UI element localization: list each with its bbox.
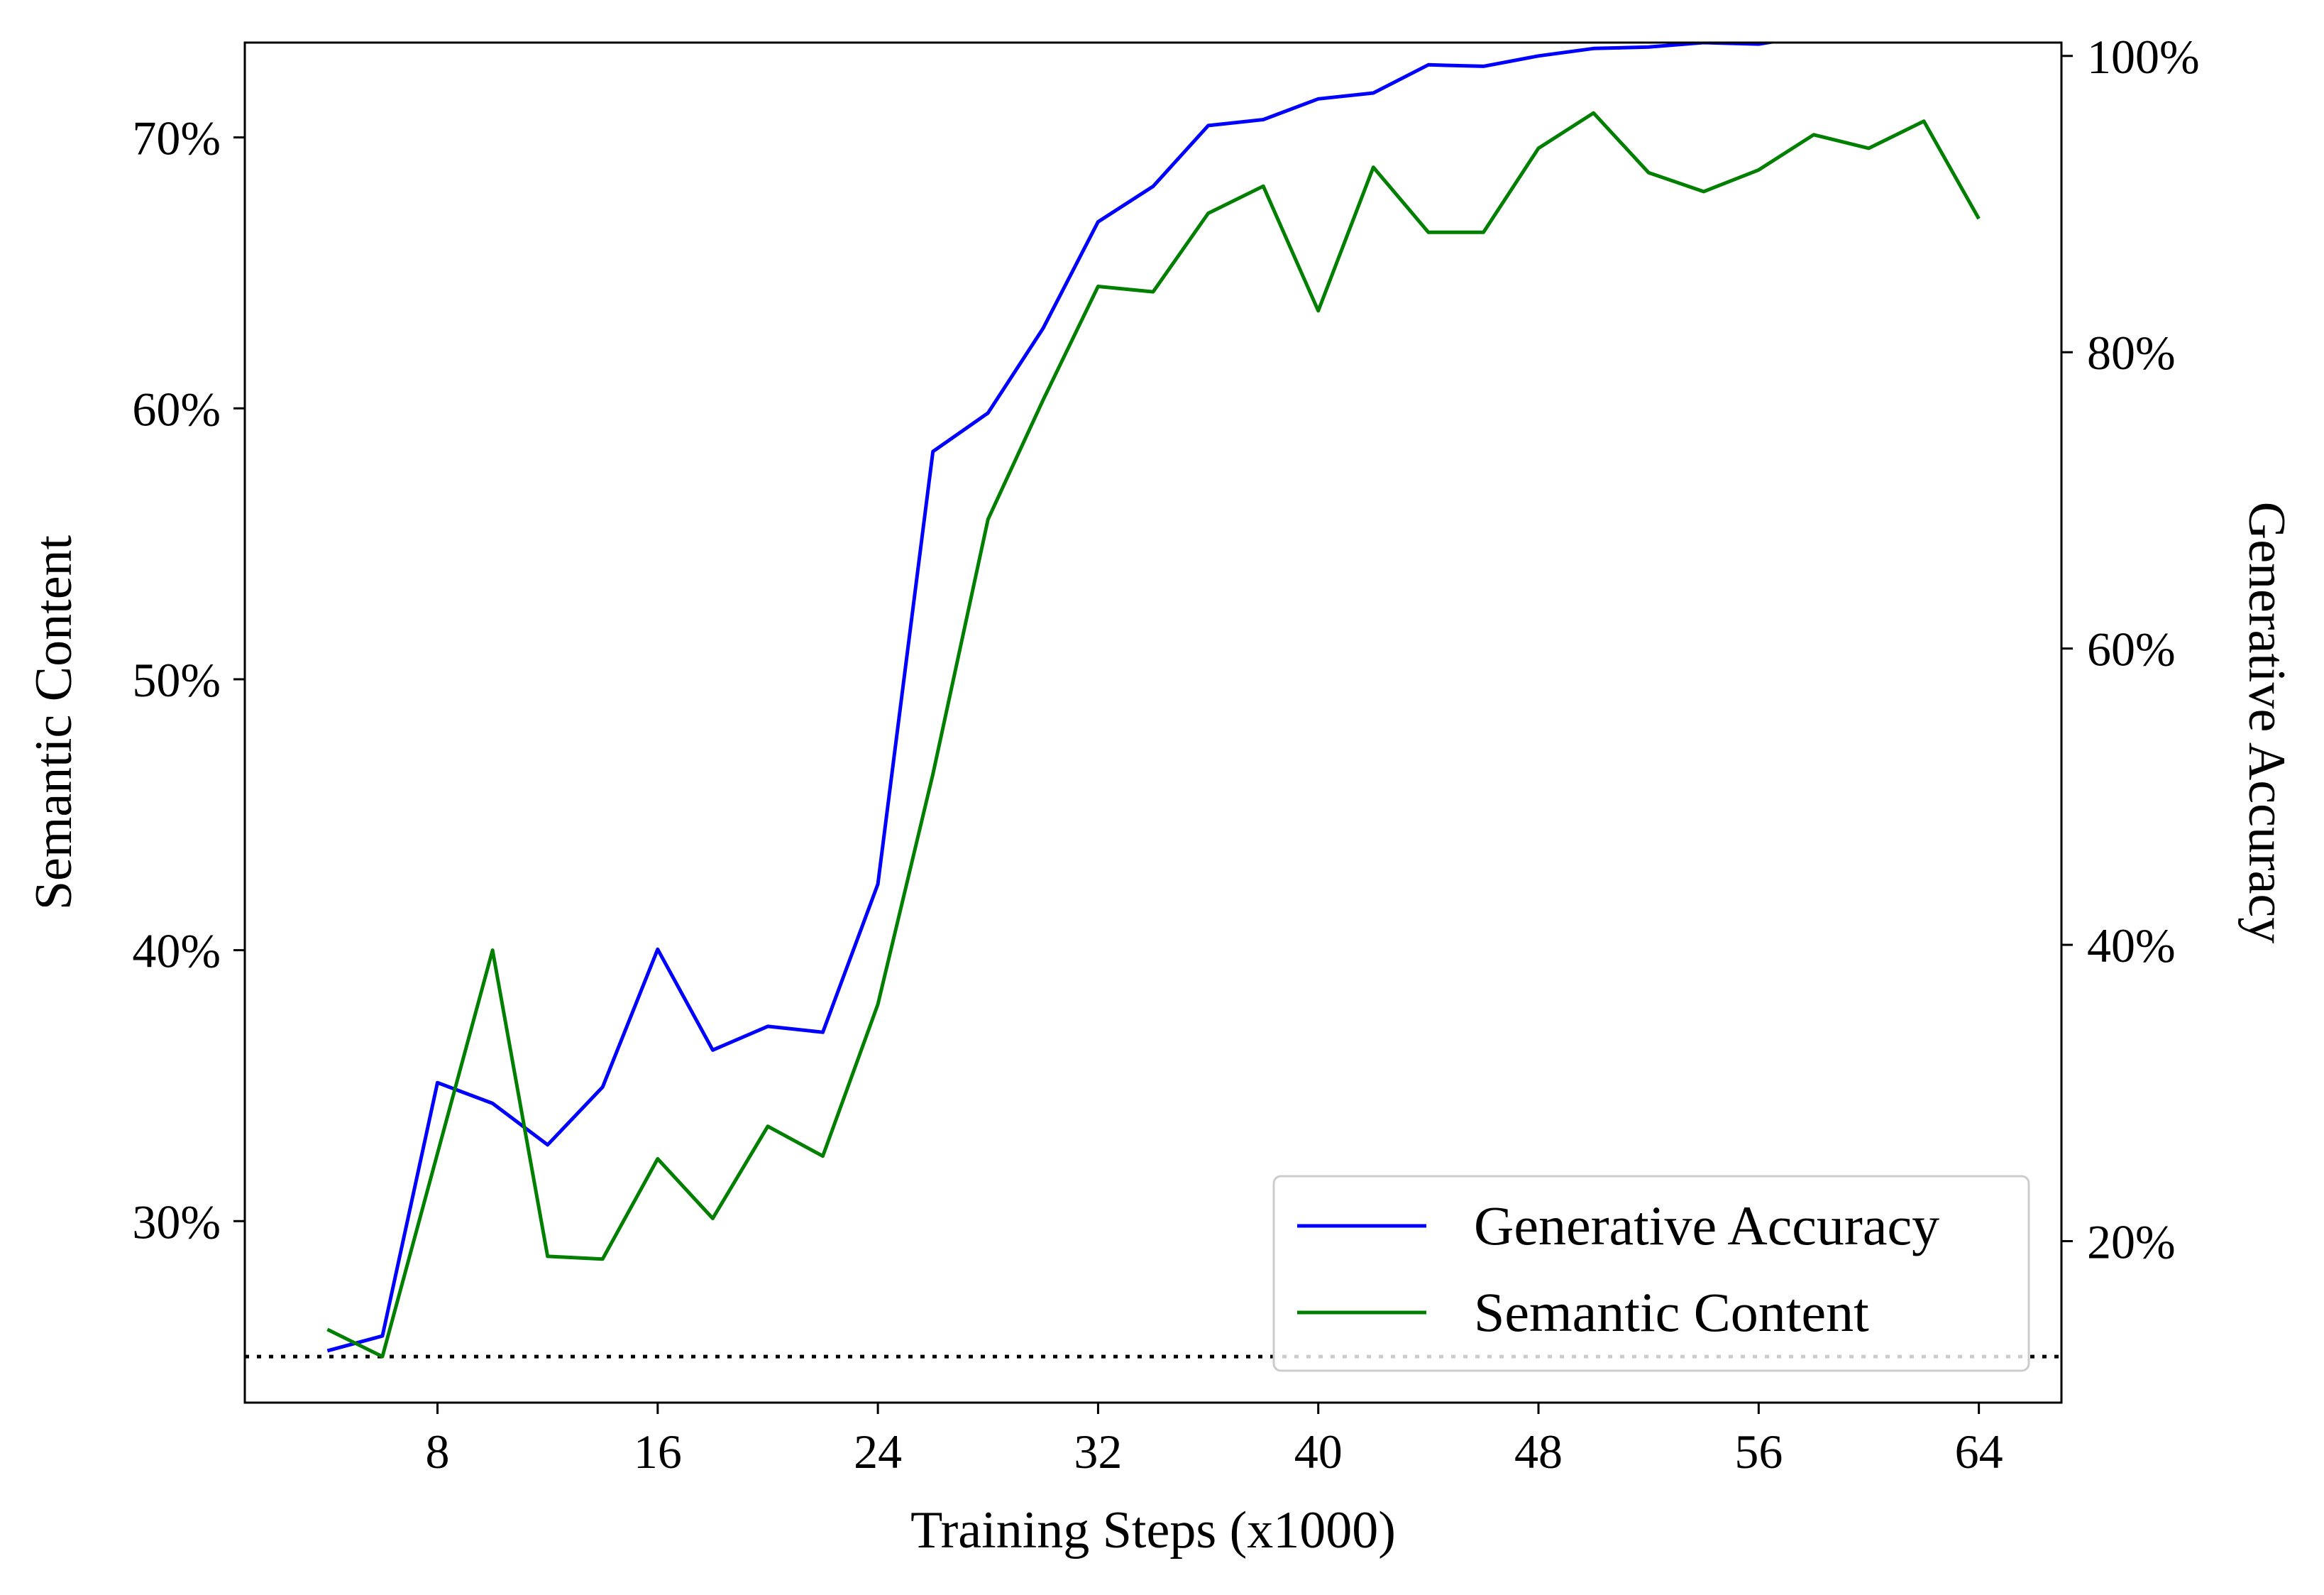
left-y-tick-label: 30% — [132, 1195, 221, 1249]
x-tick-label: 40 — [1294, 1425, 1343, 1479]
left-y-axis-title: Semantic Content — [25, 535, 83, 910]
right-y-tick-label: 60% — [2087, 623, 2176, 676]
legend: Generative Accuracy Semantic Content — [1272, 1175, 2030, 1372]
x-tick-label: 8 — [426, 1425, 450, 1479]
right-y-tick-label: 80% — [2087, 326, 2176, 380]
right-y-axis-title: Generative Accuracy — [2237, 502, 2296, 943]
right-y-tick-label: 20% — [2087, 1215, 2176, 1269]
series-layer — [326, 43, 1981, 1359]
x-tick-label: 56 — [1734, 1425, 1783, 1479]
legend-label-generative-accuracy: Generative Accuracy — [1474, 1195, 1939, 1256]
left-y-axis-ticks: 30% 40% 50% 60% 70% — [132, 111, 245, 1249]
x-tick-label: 32 — [1074, 1425, 1122, 1479]
plot-frame — [243, 41, 2063, 1404]
series-line-semantic-content — [326, 111, 1981, 1359]
left-y-tick-label: 40% — [132, 924, 221, 978]
x-tick-label: 16 — [634, 1425, 682, 1479]
legend-label-semantic-content: Semantic Content — [1474, 1281, 1869, 1343]
left-y-tick-label: 70% — [132, 111, 221, 165]
right-y-tick-label: 40% — [2087, 919, 2176, 972]
x-axis-title: Training Steps (x1000) — [910, 1501, 1396, 1560]
left-y-tick-label: 50% — [132, 653, 221, 707]
x-tick-label: 24 — [854, 1425, 902, 1479]
right-y-axis-ticks: 20% 40% 60% 80% 100% — [2061, 30, 2200, 1269]
x-tick-label: 48 — [1514, 1425, 1563, 1479]
right-y-tick-label: 100% — [2087, 30, 2200, 84]
series-line-generative-accuracy — [326, 43, 1780, 1353]
legend-box — [1272, 1175, 2030, 1372]
x-axis-ticks: 8 16 24 32 40 48 56 64 — [426, 1403, 2003, 1479]
left-y-tick-label: 60% — [132, 382, 221, 436]
x-tick-label: 64 — [1955, 1425, 2003, 1479]
